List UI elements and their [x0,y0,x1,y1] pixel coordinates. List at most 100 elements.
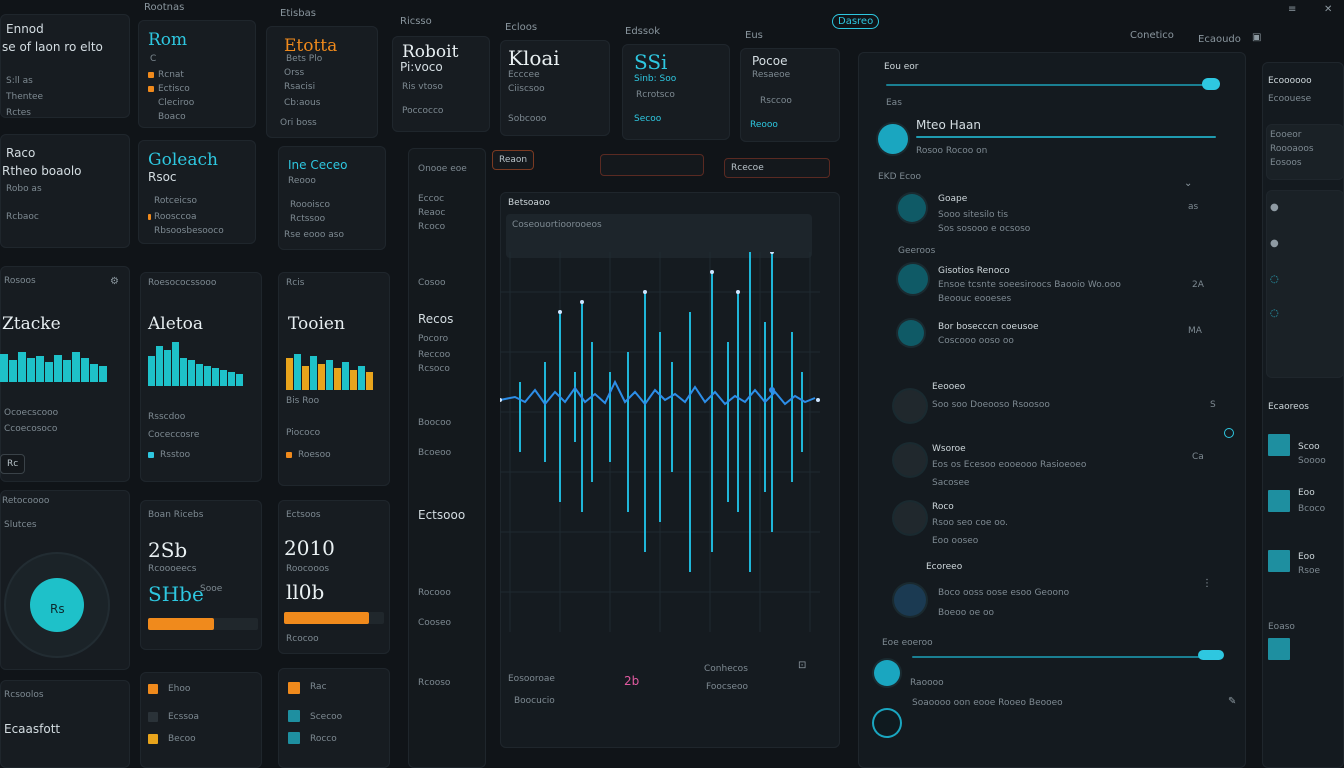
message-avatar[interactable] [898,194,926,222]
card-ehoo[interactable]: Ehoo Ecssoa Becoo [140,672,262,768]
composer-track[interactable] [912,656,1212,658]
toggle-icon[interactable]: ● [1270,202,1279,213]
circle-icon[interactable]: ◌ [1270,274,1279,285]
window-icon[interactable]: ▣ [1252,32,1262,43]
card-pocoe[interactable]: Pocoe Resaeoe Rsccoo Reooo [740,48,840,142]
top-item[interactable]: Edssok [625,26,660,37]
nav-item[interactable]: Cosoo [418,278,446,288]
card-line: Ciiscsoo [508,84,545,94]
tab-reaon[interactable]: Reaon [492,150,535,170]
card-roboit[interactable]: Roboit Pi:voco Ris vtoso Poccocco [392,36,490,132]
message-avatar[interactable] [898,320,924,346]
nav-item[interactable]: Reccoo [418,350,451,360]
more-icon[interactable]: ⋮ [1202,578,1212,589]
nav-header: Onooe eoe [418,164,467,174]
tab-rcecoe[interactable]: Rcecoe [724,158,830,178]
add-icon[interactable] [874,660,900,686]
top-item[interactable]: Ecloos [505,22,538,33]
message-meta: Boeoo oe oo [938,608,995,618]
dashboard-pill[interactable]: Dasreo [832,14,880,29]
list-item-label[interactable]: Eoo [1298,552,1315,562]
send-toggle-icon[interactable] [1198,650,1224,660]
top-item[interactable]: Etisbas [280,8,316,19]
edit-icon[interactable]: ✎ [1228,696,1237,707]
chevron-down-icon[interactable]: ⌄ [1184,178,1193,189]
nav-item[interactable]: Boocoo [418,418,452,428]
card-line: Boaco [158,112,186,122]
top-right-item[interactable]: Conetico [1130,30,1174,41]
nav-item[interactable]: Pocoro [418,334,449,344]
menu-icon[interactable]: ≡ [1288,4,1297,15]
stat-value: 2Sb [148,538,188,562]
mini-bar-chart [286,350,373,390]
card-ectsoos[interactable]: Ectsoos 2010 Roocooos ll0b Rcocoo [278,500,390,654]
message-time: MA [1188,326,1202,336]
top-item[interactable]: Eus [745,30,763,41]
card-aletoa[interactable]: Roesococssooo Aletoa Rsscdoo Coceccosre … [140,272,262,482]
list-item-label[interactable]: Scoo [1298,442,1320,452]
top-item[interactable]: Ricsso [400,16,432,27]
toggle-icon[interactable]: ● [1270,238,1279,249]
message-avatar[interactable] [894,390,926,422]
toggle-icon[interactable] [1202,78,1220,90]
tab-empty[interactable] [600,154,704,176]
nav-item[interactable]: Ectsooo [418,508,466,522]
message-avatar[interactable] [894,584,926,616]
card-line: Rsscdoo [148,412,186,422]
middle-nav: Onooe eoe Eccoc Reaoc Rcoco Cosoo Recos … [408,148,486,768]
top-item[interactable]: Rootnas [144,2,185,13]
nav-item[interactable]: Recos [418,312,454,326]
nav-item[interactable]: Bcoeoo [418,448,452,458]
card-kloai[interactable]: Kloai Ecccee Ciiscsoo Sobcooo [500,40,610,136]
close-icon[interactable]: ✕ [1324,4,1333,15]
top-right-item[interactable]: Ecaoudo [1198,34,1241,45]
card-etotta[interactable]: Etotta Bets Plo Orss Rsacisi Cb:aous Ori… [266,26,378,138]
nav-item[interactable]: Eccoc [418,194,445,204]
card-tooien[interactable]: Rcis Tooien Bis Roo Piococo Roesoo [278,272,390,486]
right-toggle-card[interactable]: ● ● ◌ ◌ [1266,190,1344,378]
card-line: Roesoo [298,450,331,460]
circle-icon[interactable]: ◌ [1270,308,1279,319]
list-item-label[interactable]: Eoo [1298,488,1315,498]
message-sender: Eeooeo [932,382,966,392]
card-line: Rac [310,682,327,692]
star-icon[interactable] [874,710,900,736]
card-title: Ztacke [2,314,61,334]
right-panel: Ecoooooo Ecoouese Eooeor Roooaoos Eosoos… [1262,62,1344,768]
card-line: Rctes [6,108,31,118]
right-footer: Eoaso [1268,622,1295,632]
card-boan-ricebs[interactable]: Boan Ricebs 2Sb Rcoooeecs SHbe Sooe [140,500,262,650]
message-avatar[interactable] [894,444,926,476]
message-avatar[interactable] [894,502,926,534]
card-ennod[interactable]: Ennod se of laon ro elto S:ll as Thentee… [0,14,130,118]
nav-item[interactable]: Rcooso [418,678,451,688]
nav-item[interactable]: Rocooo [418,588,451,598]
card-ecaasfott[interactable]: Rcsoolos Ecaasfott [0,680,130,768]
nav-item[interactable]: Reaoc [418,208,446,218]
message-avatar[interactable] [898,264,928,294]
card-subtitle: Sinb: Soo [634,74,677,84]
search-field[interactable] [886,78,1220,90]
card-subtitle: Rsoc [148,170,177,184]
expand-icon[interactable]: ⊡ [798,660,807,671]
card-retocoooo[interactable]: Retocoooo Slutces Rs [0,490,130,670]
user-avatar[interactable] [878,124,908,154]
card-ine-ceceo[interactable]: Ine Ceceo Reooo Roooisco Rctssoo Rse eoo… [278,146,386,250]
card-raco[interactable]: Raco Rtheo boaolo Robo as Rcbaoc [0,134,130,248]
right-header: Ecoooooo [1268,76,1312,86]
nav-item[interactable]: Cooseo [418,618,452,628]
card-rom[interactable]: Rom C Rcnat Ectisco Cleciroo Boaco [138,20,256,128]
mini-bar-chart [0,342,107,382]
card-line: Ectisco [158,84,190,94]
card-rac[interactable]: Rac Scecoo Rocco [278,668,390,768]
right-card[interactable]: Eooeor Roooaoos Eosoos [1266,124,1344,180]
nav-item[interactable]: Rcoco [418,222,446,232]
card-ztacke[interactable]: Rosoos ⚙ Ztacke Ocoecscooo Ccoecosoco Rc [0,266,130,482]
card-line: Thentee [6,92,44,102]
nav-item[interactable]: Rcsoco [418,364,450,374]
orange-dot-icon [286,452,292,458]
card-button[interactable]: Rc [0,454,26,474]
card-ssi[interactable]: SSi Sinb: Soo Rcrotsco Secoo [622,44,730,140]
card-goleach[interactable]: Goleach Rsoc Rotceicso Roosccoa Rbsoosbe… [138,140,256,244]
settings-icon[interactable]: ⚙ [110,276,119,287]
